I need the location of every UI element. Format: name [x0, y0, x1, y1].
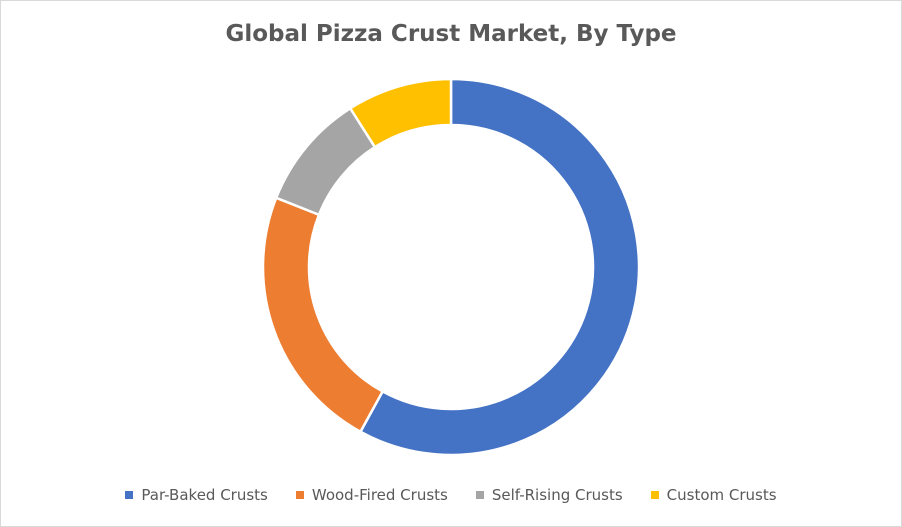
chart-title: Global Pizza Crust Market, By Type	[225, 21, 677, 47]
legend-item: Self-Rising Crusts	[475, 486, 623, 504]
legend-item: Custom Crusts	[650, 486, 777, 504]
legend-swatch	[295, 491, 304, 499]
legend-swatch	[125, 491, 134, 499]
legend-item: Par-Baked Crusts	[125, 486, 268, 504]
legend-label: Par-Baked Crusts	[141, 486, 268, 504]
chart-legend: Par-Baked Crusts Wood-Fired Crusts Self-Ri…	[1, 486, 901, 504]
legend-label: Wood-Fired Crusts	[311, 486, 448, 504]
legend-item: Wood-Fired Crusts	[295, 486, 448, 504]
donut-slice-custom-crusts	[348, 77, 453, 149]
legend-swatch	[650, 491, 659, 499]
legend-swatch	[475, 491, 484, 499]
donut-slice-wood-fired-crusts	[261, 196, 385, 434]
donut-slice-par-baked-crusts	[358, 77, 641, 457]
legend-label: Self-Rising Crusts	[491, 486, 623, 504]
legend-label: Custom Crusts	[666, 486, 777, 504]
